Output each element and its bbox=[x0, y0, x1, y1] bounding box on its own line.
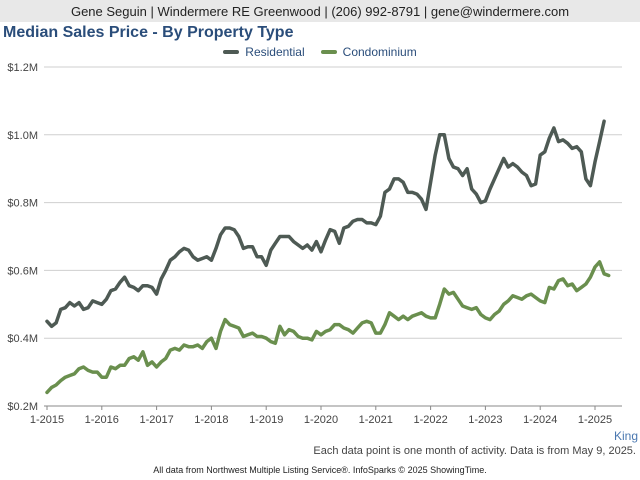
y-tick-label: $1.2M bbox=[7, 62, 38, 74]
x-tick-label: 1-2025 bbox=[578, 414, 612, 426]
x-tick-label: 1-2018 bbox=[194, 414, 228, 426]
x-tick-label: 1-2016 bbox=[85, 414, 119, 426]
chart-grid bbox=[44, 66, 622, 407]
line-chart: $0.2M$0.4M$0.6M$0.8M$1.0M$1.2M 1-2015 1-2… bbox=[7, 62, 622, 426]
legend-item-condominium[interactable]: Condominium bbox=[320, 45, 417, 59]
x-tick-label: 1-2020 bbox=[304, 414, 338, 426]
y-tick-label: $1.0M bbox=[7, 130, 38, 142]
y-tick-label: $0.8M bbox=[7, 198, 38, 210]
y-tick-label: $0.2M bbox=[7, 401, 38, 413]
agent-contact-bar: Gene Seguin | Windermere RE Greenwood | … bbox=[0, 0, 640, 22]
legend-label-residential: Residential bbox=[245, 45, 305, 59]
x-tick-label: 1-2019 bbox=[249, 414, 283, 426]
legend-label-condominium: Condominium bbox=[342, 45, 417, 59]
chart-title: Median Sales Price - By Property Type bbox=[3, 24, 294, 41]
legend-swatch-condominium bbox=[320, 50, 337, 54]
series-line-condominium bbox=[45, 260, 611, 395]
series-lines bbox=[45, 119, 611, 395]
data-credit: All data from Northwest Multiple Listing… bbox=[153, 465, 487, 475]
data-note: Each data point is one month of activity… bbox=[313, 445, 636, 457]
legend-swatch-residential bbox=[223, 50, 240, 54]
x-tick-label: 1-2023 bbox=[468, 414, 502, 426]
x-tick-label: 1-2021 bbox=[359, 414, 393, 426]
x-axis: 1-2015 1-2016 1-2017 1-2018 1-2019 1-2020 1-20… bbox=[30, 406, 612, 426]
chart-legend: Residential Condominium bbox=[0, 45, 640, 59]
region-label[interactable]: King bbox=[613, 429, 638, 443]
x-tick-label: 1-2022 bbox=[413, 414, 447, 426]
series-line-residential bbox=[45, 119, 606, 329]
y-tick-label: $0.4M bbox=[7, 333, 38, 345]
legend-item-residential[interactable]: Residential bbox=[223, 45, 305, 59]
x-tick-label: 1-2017 bbox=[139, 414, 173, 426]
x-tick-label: 1-2015 bbox=[30, 414, 64, 426]
agent-contact-text: Gene Seguin | Windermere RE Greenwood | … bbox=[70, 3, 570, 19]
x-tick-label: 1-2024 bbox=[523, 414, 557, 426]
y-axis: $0.2M $0.4M $0.6M $0.8M $1.0M $1.2M bbox=[7, 62, 38, 413]
y-tick-label: $0.6M bbox=[7, 265, 38, 277]
